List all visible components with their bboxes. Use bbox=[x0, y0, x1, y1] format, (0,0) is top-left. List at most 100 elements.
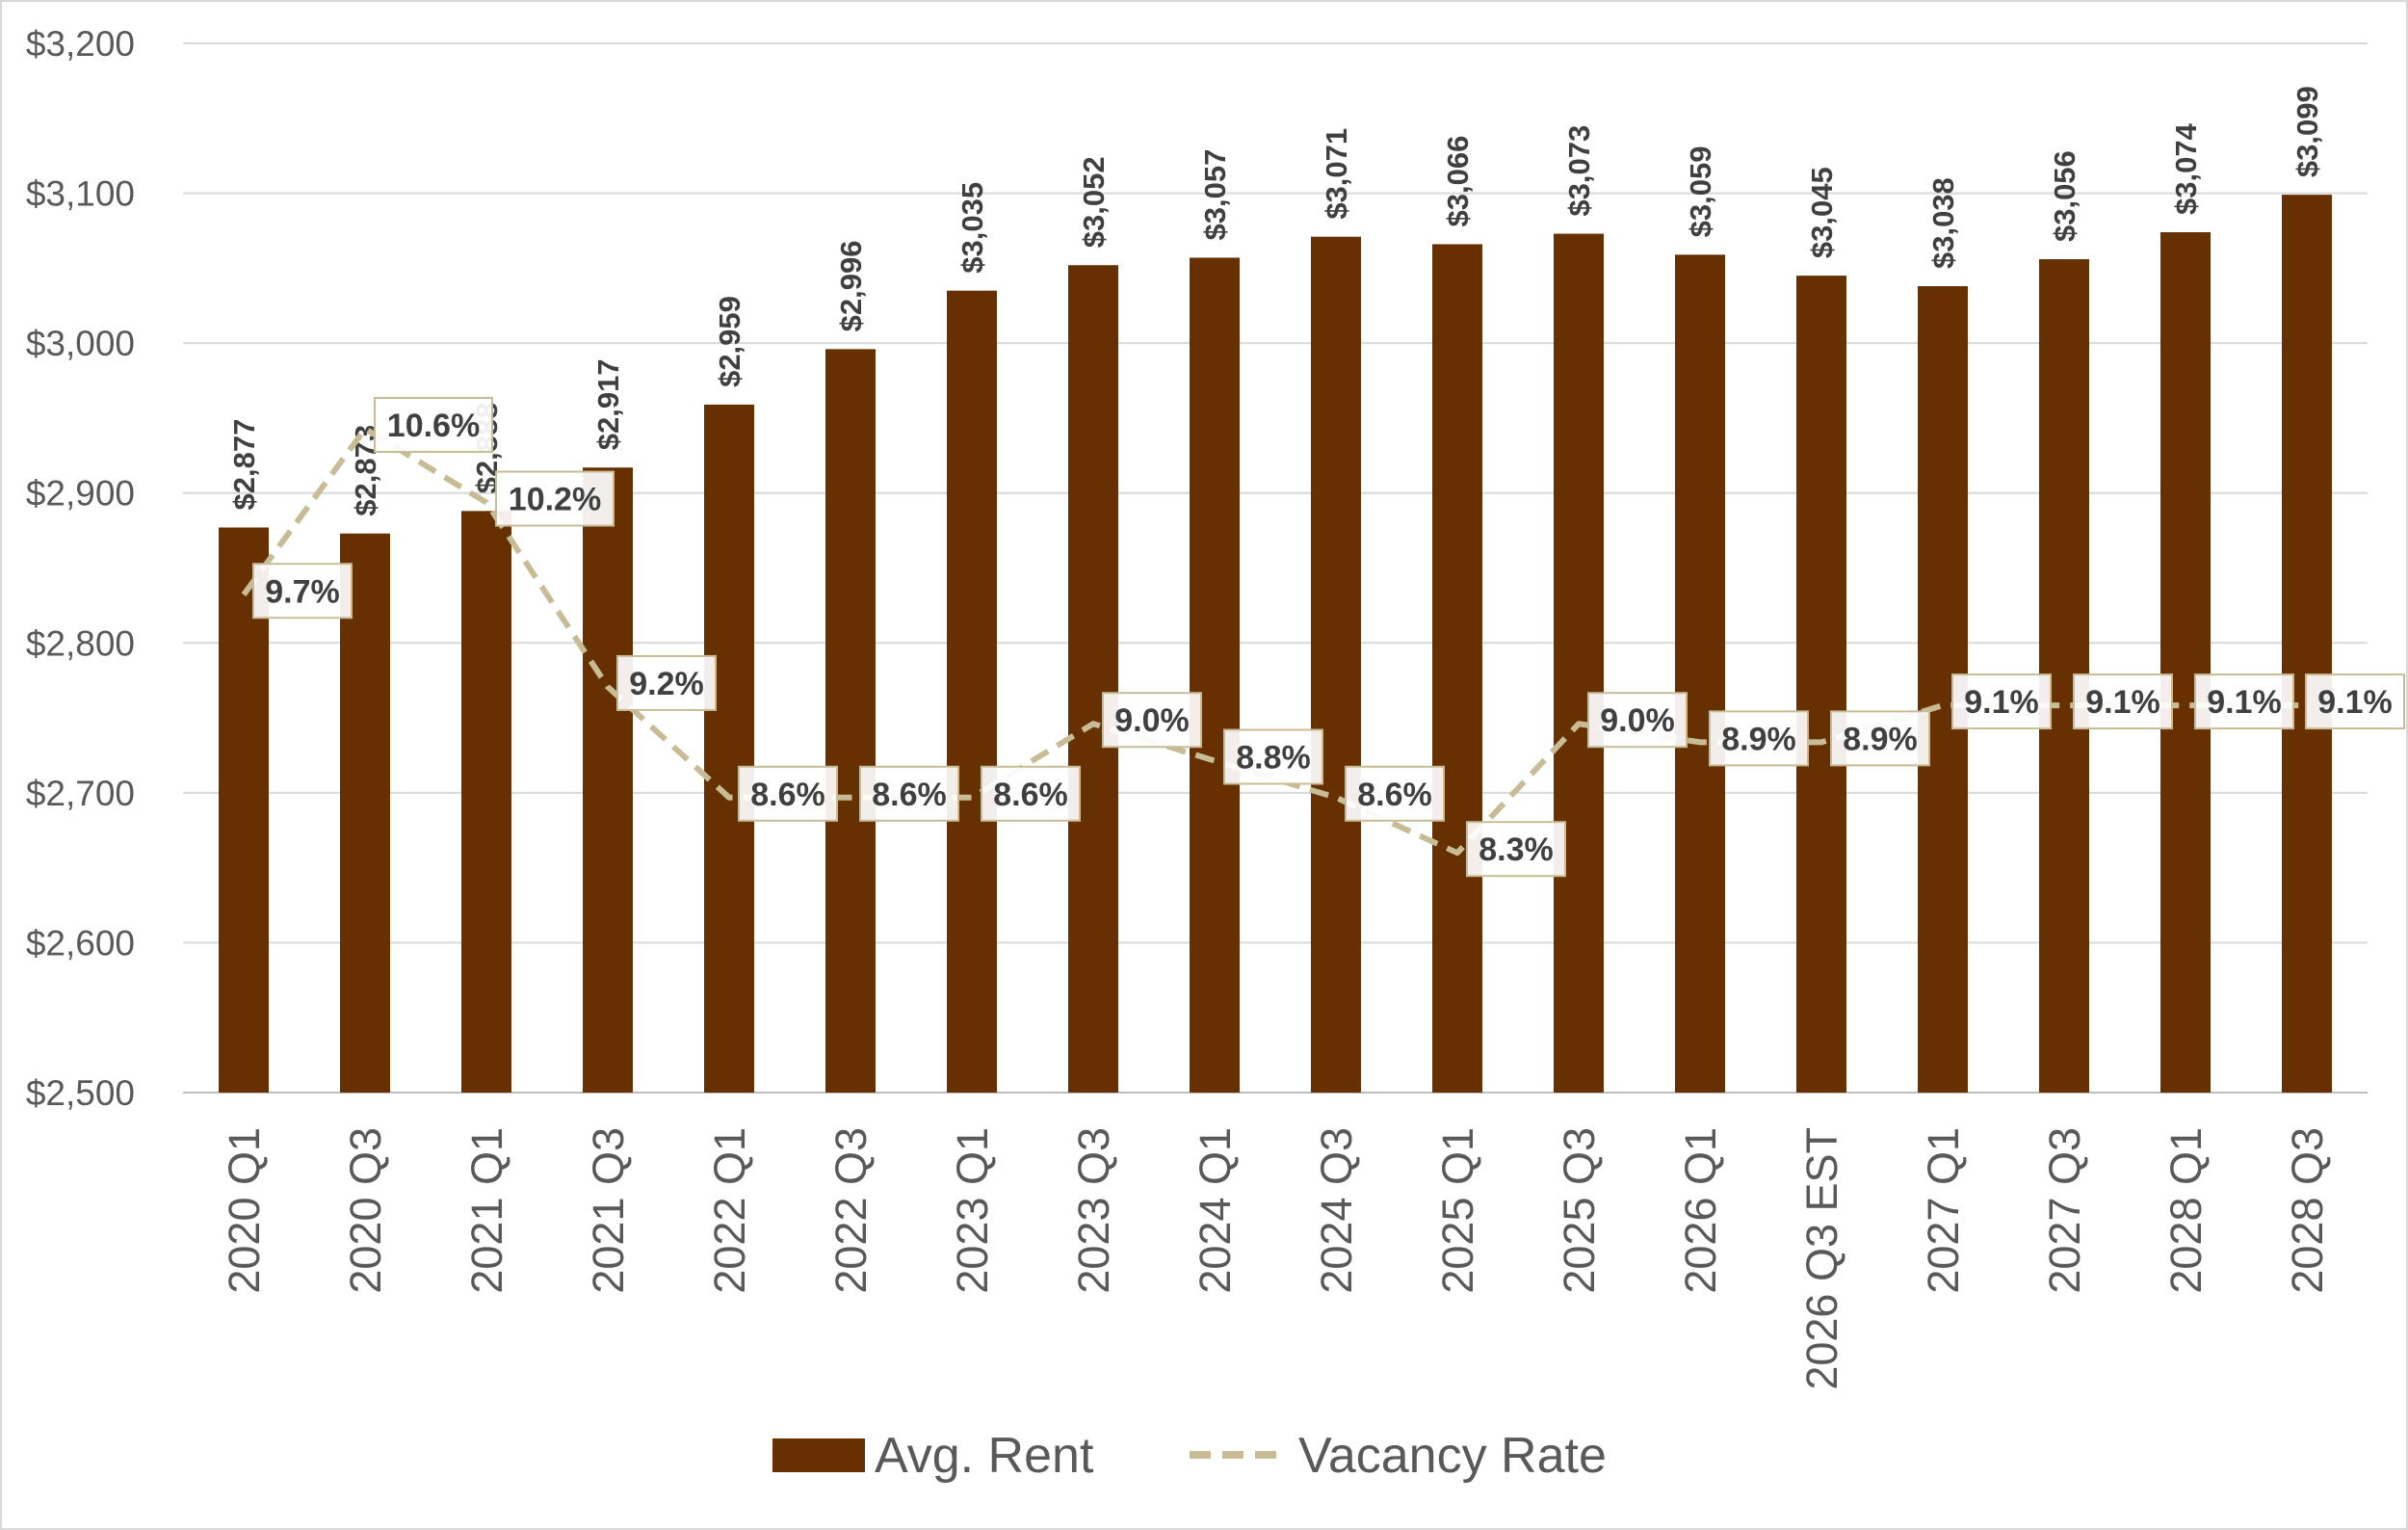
x-tick-label: 2024 Q3 bbox=[1312, 1127, 1361, 1294]
vacancy-label-box bbox=[859, 765, 959, 822]
legend-label-avg-rent: Avg. Rent bbox=[875, 1428, 1094, 1484]
vacancy-data-label: 8.3% bbox=[1466, 821, 1566, 878]
bar-data-label: $3,071 bbox=[1320, 128, 1353, 220]
vacancy-label-text: 10.2% bbox=[509, 482, 601, 518]
y-tick-label: $3,000 bbox=[26, 324, 135, 363]
x-tick-label: 2025 Q1 bbox=[1433, 1127, 1482, 1294]
vacancy-data-label: 8.6% bbox=[1345, 765, 1445, 822]
x-tick-label: 2023 Q1 bbox=[948, 1127, 997, 1294]
vacancy-label-box bbox=[1830, 710, 1930, 767]
y-tick-label: $3,100 bbox=[26, 174, 135, 214]
vacancy-label-text: 8.6% bbox=[993, 777, 1068, 813]
vacancy-label-text: 8.9% bbox=[1843, 721, 1918, 757]
vacancy-data-label: 8.6% bbox=[738, 765, 838, 822]
bar-data-label: $3,056 bbox=[2048, 150, 2081, 242]
vacancy-label-box bbox=[738, 765, 838, 822]
x-tick-label: 2020 Q1 bbox=[220, 1127, 269, 1294]
vacancy-label-text: 8.3% bbox=[1479, 831, 1554, 868]
bar-data-label: $2,917 bbox=[591, 358, 625, 450]
bar bbox=[1796, 276, 1846, 1093]
y-tick-label: $2,900 bbox=[26, 474, 135, 514]
bar-data-label: $3,073 bbox=[1562, 125, 1596, 217]
vacancy-data-label: 10.6% bbox=[374, 397, 493, 454]
bar bbox=[1432, 244, 1482, 1094]
vacancy-data-label: 8.6% bbox=[981, 765, 1081, 822]
bar bbox=[461, 511, 511, 1093]
vacancy-label-box bbox=[2305, 673, 2405, 730]
legend: Avg. Rent Vacancy Rate bbox=[772, 1428, 1607, 1484]
bar bbox=[825, 349, 876, 1093]
vacancy-label-box bbox=[1587, 692, 1688, 749]
vacancy-data-label: 9.0% bbox=[1587, 692, 1688, 749]
vacancy-label-text: 9.1% bbox=[1964, 684, 2039, 721]
bar-data-label: $2,996 bbox=[834, 241, 868, 332]
bar bbox=[1068, 265, 1118, 1093]
vacancy-label-box bbox=[1345, 765, 1445, 822]
bar bbox=[583, 467, 633, 1093]
bar bbox=[1675, 254, 1725, 1093]
vacancy-data-label: 9.1% bbox=[2073, 673, 2173, 730]
vacancy-label-text: 10.6% bbox=[387, 408, 480, 444]
vacancy-data-label: 8.8% bbox=[1223, 728, 1323, 785]
bar bbox=[219, 527, 269, 1093]
x-tick-label: 2020 Q3 bbox=[341, 1127, 390, 1294]
vacancy-label-text: 9.0% bbox=[1600, 702, 1675, 739]
y-axis: $2,500 $2,600 $2,700 $2,800 $2,900 $3,000 $3,1… bbox=[26, 24, 135, 1113]
vacancy-label-box bbox=[495, 470, 615, 527]
bar-data-label: $3,059 bbox=[1684, 146, 1717, 238]
x-tick-label: 2027 Q1 bbox=[1919, 1127, 1968, 1294]
bar-data-label: $3,035 bbox=[955, 182, 989, 274]
bar bbox=[704, 404, 754, 1094]
vacancy-label-box bbox=[616, 654, 717, 711]
x-tick-label: 2028 Q3 bbox=[2283, 1127, 2332, 1294]
bar-data-label: $3,099 bbox=[2290, 86, 2324, 177]
vacancy-data-label: 9.0% bbox=[1102, 692, 1202, 749]
vacancy-data-label: 9.1% bbox=[1951, 673, 2052, 730]
bar-data-label: $3,057 bbox=[1198, 149, 1232, 241]
legend-label-vacancy-rate: Vacancy Rate bbox=[1298, 1428, 1607, 1484]
bar-data-label: $3,052 bbox=[1077, 156, 1111, 248]
vacancy-data-label: 8.6% bbox=[859, 765, 959, 822]
bar bbox=[1554, 233, 1604, 1094]
vacancy-label-box bbox=[252, 563, 353, 620]
bar-data-label: $3,074 bbox=[2169, 122, 2203, 215]
y-tick-label: $3,200 bbox=[26, 24, 135, 64]
bar bbox=[340, 533, 390, 1093]
bar-data-label: $3,045 bbox=[1805, 167, 1839, 258]
vacancy-label-box bbox=[2073, 673, 2173, 730]
vacancy-label-box bbox=[981, 765, 1081, 822]
vacancy-label-text: 9.2% bbox=[629, 666, 704, 702]
y-tick-label: $2,700 bbox=[26, 774, 135, 813]
vacancy-label-box bbox=[1466, 821, 1566, 878]
vacancy-label-text: 9.1% bbox=[2207, 684, 2282, 721]
bar-data-label: $3,066 bbox=[1441, 136, 1475, 227]
vacancy-label-box bbox=[1102, 692, 1202, 749]
x-tick-label: 2021 Q1 bbox=[462, 1127, 511, 1294]
vacancy-label-text: 9.7% bbox=[265, 573, 340, 610]
y-tick-label: $2,800 bbox=[26, 623, 135, 663]
bar-data-label: $3,038 bbox=[1926, 177, 1960, 269]
vacancy-data-labels: 9.7% 10.6% 10.2% 9.2% 8.6% 8.6% 8.6% 9.0% 8.8% 8.… bbox=[252, 397, 2405, 878]
vacancy-data-label: 9.1% bbox=[2194, 673, 2294, 730]
bar bbox=[1190, 257, 1240, 1093]
x-tick-label: 2026 Q1 bbox=[1676, 1127, 1725, 1294]
vacancy-label-text: 8.6% bbox=[750, 777, 825, 813]
x-tick-label: 2022 Q3 bbox=[826, 1127, 876, 1294]
bar bbox=[1311, 236, 1361, 1094]
vacancy-label-box bbox=[1223, 728, 1323, 785]
bar-data-labels: $2,877$2,873$2,888$2,917$2,959$2,996$3,0… bbox=[227, 86, 2324, 515]
vacancy-data-label: 9.2% bbox=[616, 654, 717, 711]
vacancy-label-text: 8.6% bbox=[872, 777, 947, 813]
x-tick-label: 2023 Q3 bbox=[1069, 1127, 1118, 1294]
x-tick-label: 2026 Q3 EST bbox=[1797, 1127, 1846, 1390]
vacancy-label-text: 8.8% bbox=[1236, 740, 1311, 777]
vacancy-label-box bbox=[2194, 673, 2294, 730]
x-tick-label: 2021 Q3 bbox=[584, 1127, 633, 1294]
x-tick-label: 2022 Q1 bbox=[705, 1127, 754, 1294]
vacancy-label-text: 8.9% bbox=[1721, 721, 1796, 757]
bar bbox=[2160, 232, 2211, 1093]
vacancy-data-label: 9.1% bbox=[2305, 673, 2405, 730]
vacancy-label-text: 8.6% bbox=[1357, 777, 1432, 813]
x-tick-label: 2028 Q1 bbox=[2161, 1127, 2211, 1294]
